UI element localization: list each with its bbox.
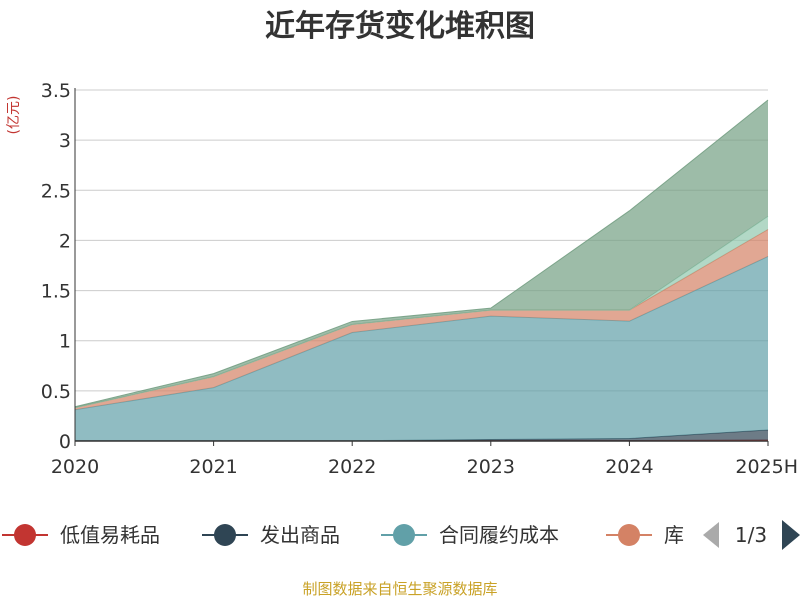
x-tick-label: 2024 [605, 456, 653, 478]
legend-marker [618, 524, 640, 546]
legend-pager: 1/3 [703, 520, 800, 550]
grid-lines [75, 89, 768, 392]
x-tick-label: 2020 [51, 456, 99, 478]
area-series [74, 99, 769, 442]
axes: 0 0.5 1 1.5 2 2.5 3 3.5 2020 2021 2022 2023 2024 2025… [41, 80, 798, 478]
y-tick-label: 1.5 [41, 281, 71, 303]
y-tick-label: 1 [59, 331, 71, 353]
legend-item-2[interactable]: 合同履约成本 [381, 523, 559, 547]
legend-marker [14, 524, 36, 546]
chart-title: 近年存货变化堆积图 [265, 9, 535, 44]
area-series-3 [75, 229, 768, 410]
legend-label: 库 [664, 523, 684, 547]
y-tick-label: 0 [59, 431, 71, 453]
y-tick-label: 2.5 [41, 180, 71, 202]
x-tick-label: 2022 [328, 456, 376, 478]
legend-marker [393, 524, 415, 546]
area-series-2 [75, 256, 768, 441]
x-tick-label: 2025H [735, 456, 798, 478]
legend-next-icon[interactable] [782, 520, 800, 550]
y-tick-label: 3.5 [41, 80, 71, 102]
area-series-line-5 [74, 99, 769, 408]
y-tick-label: 0.5 [41, 381, 71, 403]
legend-item-3[interactable]: 库 [606, 523, 684, 547]
area-series-1 [75, 429, 768, 441]
y-tick-label: 3 [59, 130, 71, 152]
legend-item-1[interactable]: 发出商品 [202, 523, 340, 547]
x-tick-label: 2023 [467, 456, 515, 478]
data-source-note: 制图数据来自恒生聚源数据库 [302, 580, 497, 598]
legend-prev-icon[interactable] [703, 522, 719, 548]
y-axis-unit: (亿元) [6, 96, 22, 135]
legend-marker [214, 524, 236, 546]
legend-label: 发出商品 [260, 523, 340, 547]
area-series-5 [75, 100, 768, 408]
legend-page-indicator: 1/3 [735, 523, 767, 547]
legend-label: 合同履约成本 [439, 523, 559, 547]
legend-item-0[interactable]: 低值易耗品 [2, 523, 160, 547]
y-tick-label: 2 [59, 230, 71, 252]
legend: 低值易耗品 发出商品 合同履约成本 库 [2, 523, 684, 547]
x-tick-label: 2021 [189, 456, 237, 478]
legend-label: 低值易耗品 [60, 523, 160, 547]
